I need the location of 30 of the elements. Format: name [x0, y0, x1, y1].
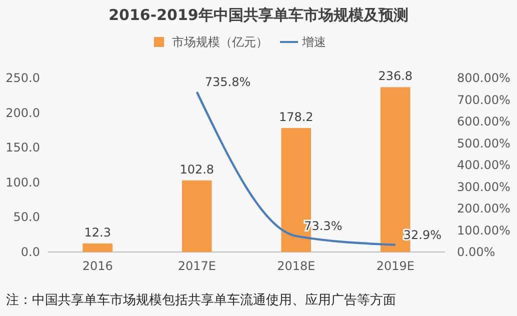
- y-tick-label: 200.0: [6, 106, 40, 120]
- y2-tick-label: 600.00%: [457, 114, 510, 128]
- y2-tick-label: 800.00%: [457, 71, 510, 85]
- y2-tick-label: 700.00%: [457, 92, 510, 107]
- y2-tick-label: 0.00%: [457, 245, 496, 259]
- x-tick-label: 2017E: [178, 259, 216, 273]
- bar: [82, 243, 113, 252]
- legend-label: 增速: [301, 35, 326, 49]
- y-tick-label: 150.0: [6, 140, 40, 155]
- data-label: 735.8%: [204, 74, 251, 89]
- y-tick-label: 250.0: [6, 71, 40, 85]
- data-label: 178.2: [278, 110, 314, 124]
- x-tick-label: 2019E: [376, 259, 414, 273]
- data-label: 12.3: [84, 225, 111, 240]
- x-tick-label: 2018E: [277, 259, 316, 273]
- bar: [182, 180, 212, 252]
- data-label: 236.8: [378, 69, 413, 84]
- y2-tick-label: 200.00%: [457, 202, 510, 216]
- x-tick-label: 2016: [82, 259, 113, 273]
- text: 注：中国共享单车市场规模包括共享单车流通使用、应用广告等方面: [6, 292, 396, 308]
- chart-title: 2016-2019年中国共享单车市场规模及预测: [108, 6, 408, 24]
- y2-tick-label: 300.00%: [457, 180, 510, 194]
- y2-tick-label: 100.00%: [457, 223, 510, 238]
- y-tick-label: 0.0: [20, 245, 40, 259]
- legend-label: 市场规模（亿元）: [172, 35, 268, 49]
- y2-tick-label: 500.00%: [457, 136, 510, 150]
- y-tick-label: 100.0: [6, 175, 40, 190]
- y2-tick-label: 400.00%: [457, 158, 510, 172]
- data-label: 102.8: [180, 162, 214, 176]
- y-tick-label: 50.0: [13, 210, 40, 224]
